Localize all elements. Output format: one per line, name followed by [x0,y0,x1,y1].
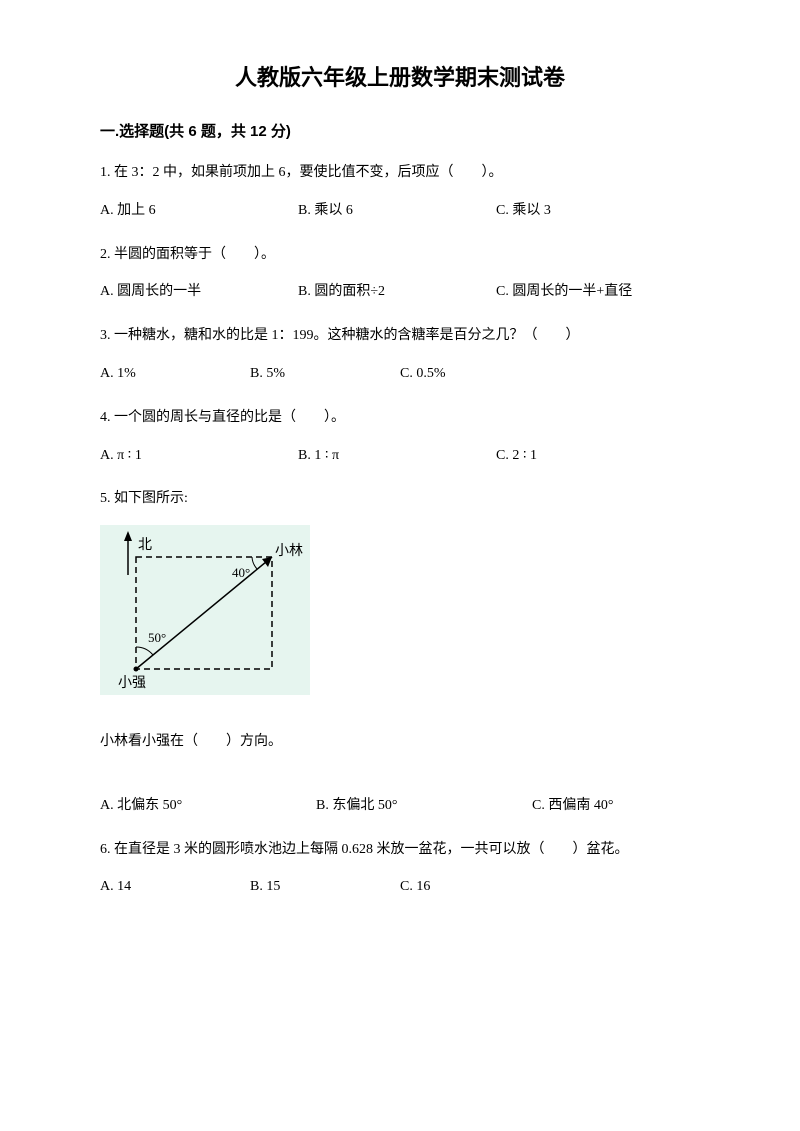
question-text: 5. 如下图所示: [100,487,700,511]
option-a: A. 14 [100,875,250,899]
angle-50: 50° [148,630,166,645]
option-b: B. 乘以 6 [298,199,496,223]
option-b: B. 5% [250,362,400,386]
direction-diagram: 北 40° 50° 小林 小强 [100,525,700,704]
question-6: 6. 在直径是 3 米的圆形喷水池边上每隔 0.628 米放一盆花，一共可以放（… [100,838,700,900]
option-c: C. 2 ∶ 1 [496,444,694,468]
option-a: A. 圆周长的一半 [100,280,298,304]
xiaolin-label: 小林 [275,543,303,559]
question-1: 1. 在 3：2 中，如果前项加上 6，要使比值不变，后项应（ ）。 A. 加上… [100,161,700,223]
option-c: C. 西偏南 40° [532,794,700,818]
question-subtext: 小林看小强在（ ）方向。 [100,730,700,754]
xiaoqiang-label: 小强 [118,675,146,691]
question-text: 6. 在直径是 3 米的圆形喷水池边上每隔 0.628 米放一盆花，一共可以放（… [100,838,700,862]
option-a: A. 1% [100,362,250,386]
question-text: 1. 在 3：2 中，如果前项加上 6，要使比值不变，后项应（ ）。 [100,161,700,185]
option-b: B. 1 ∶ π [298,444,496,468]
angle-40: 40° [232,565,250,580]
option-b: B. 圆的面积÷2 [298,280,496,304]
question-text: 2. 半圆的面积等于（ ）。 [100,243,700,267]
option-c: C. 0.5% [400,362,550,386]
question-text: 3. 一种糖水，糖和水的比是 1：199。这种糖水的含糖率是百分之几？（ ） [100,324,700,348]
question-text: 4. 一个圆的周长与直径的比是（ ）。 [100,406,700,430]
option-a: A. 北偏东 50° [100,794,316,818]
question-3: 3. 一种糖水，糖和水的比是 1：199。这种糖水的含糖率是百分之几？（ ） A… [100,324,700,386]
option-b: B. 15 [250,875,400,899]
option-c: C. 16 [400,875,550,899]
question-4: 4. 一个圆的周长与直径的比是（ ）。 A. π ∶ 1 B. 1 ∶ π C.… [100,406,700,468]
option-c: C. 圆周长的一半+直径 [496,280,694,304]
option-a: A. π ∶ 1 [100,444,298,468]
north-label: 北 [138,537,152,553]
option-a: A. 加上 6 [100,199,298,223]
option-b: B. 东偏北 50° [316,794,532,818]
question-5: 5. 如下图所示: 北 40° 50° 小林 小强 小林看小强 [100,487,700,817]
section-header: 一.选择题(共 6 题，共 12 分) [100,120,700,141]
page-title: 人教版六年级上册数学期末测试卷 [100,60,700,92]
question-2: 2. 半圆的面积等于（ ）。 A. 圆周长的一半 B. 圆的面积÷2 C. 圆周… [100,243,700,305]
option-c: C. 乘以 3 [496,199,694,223]
